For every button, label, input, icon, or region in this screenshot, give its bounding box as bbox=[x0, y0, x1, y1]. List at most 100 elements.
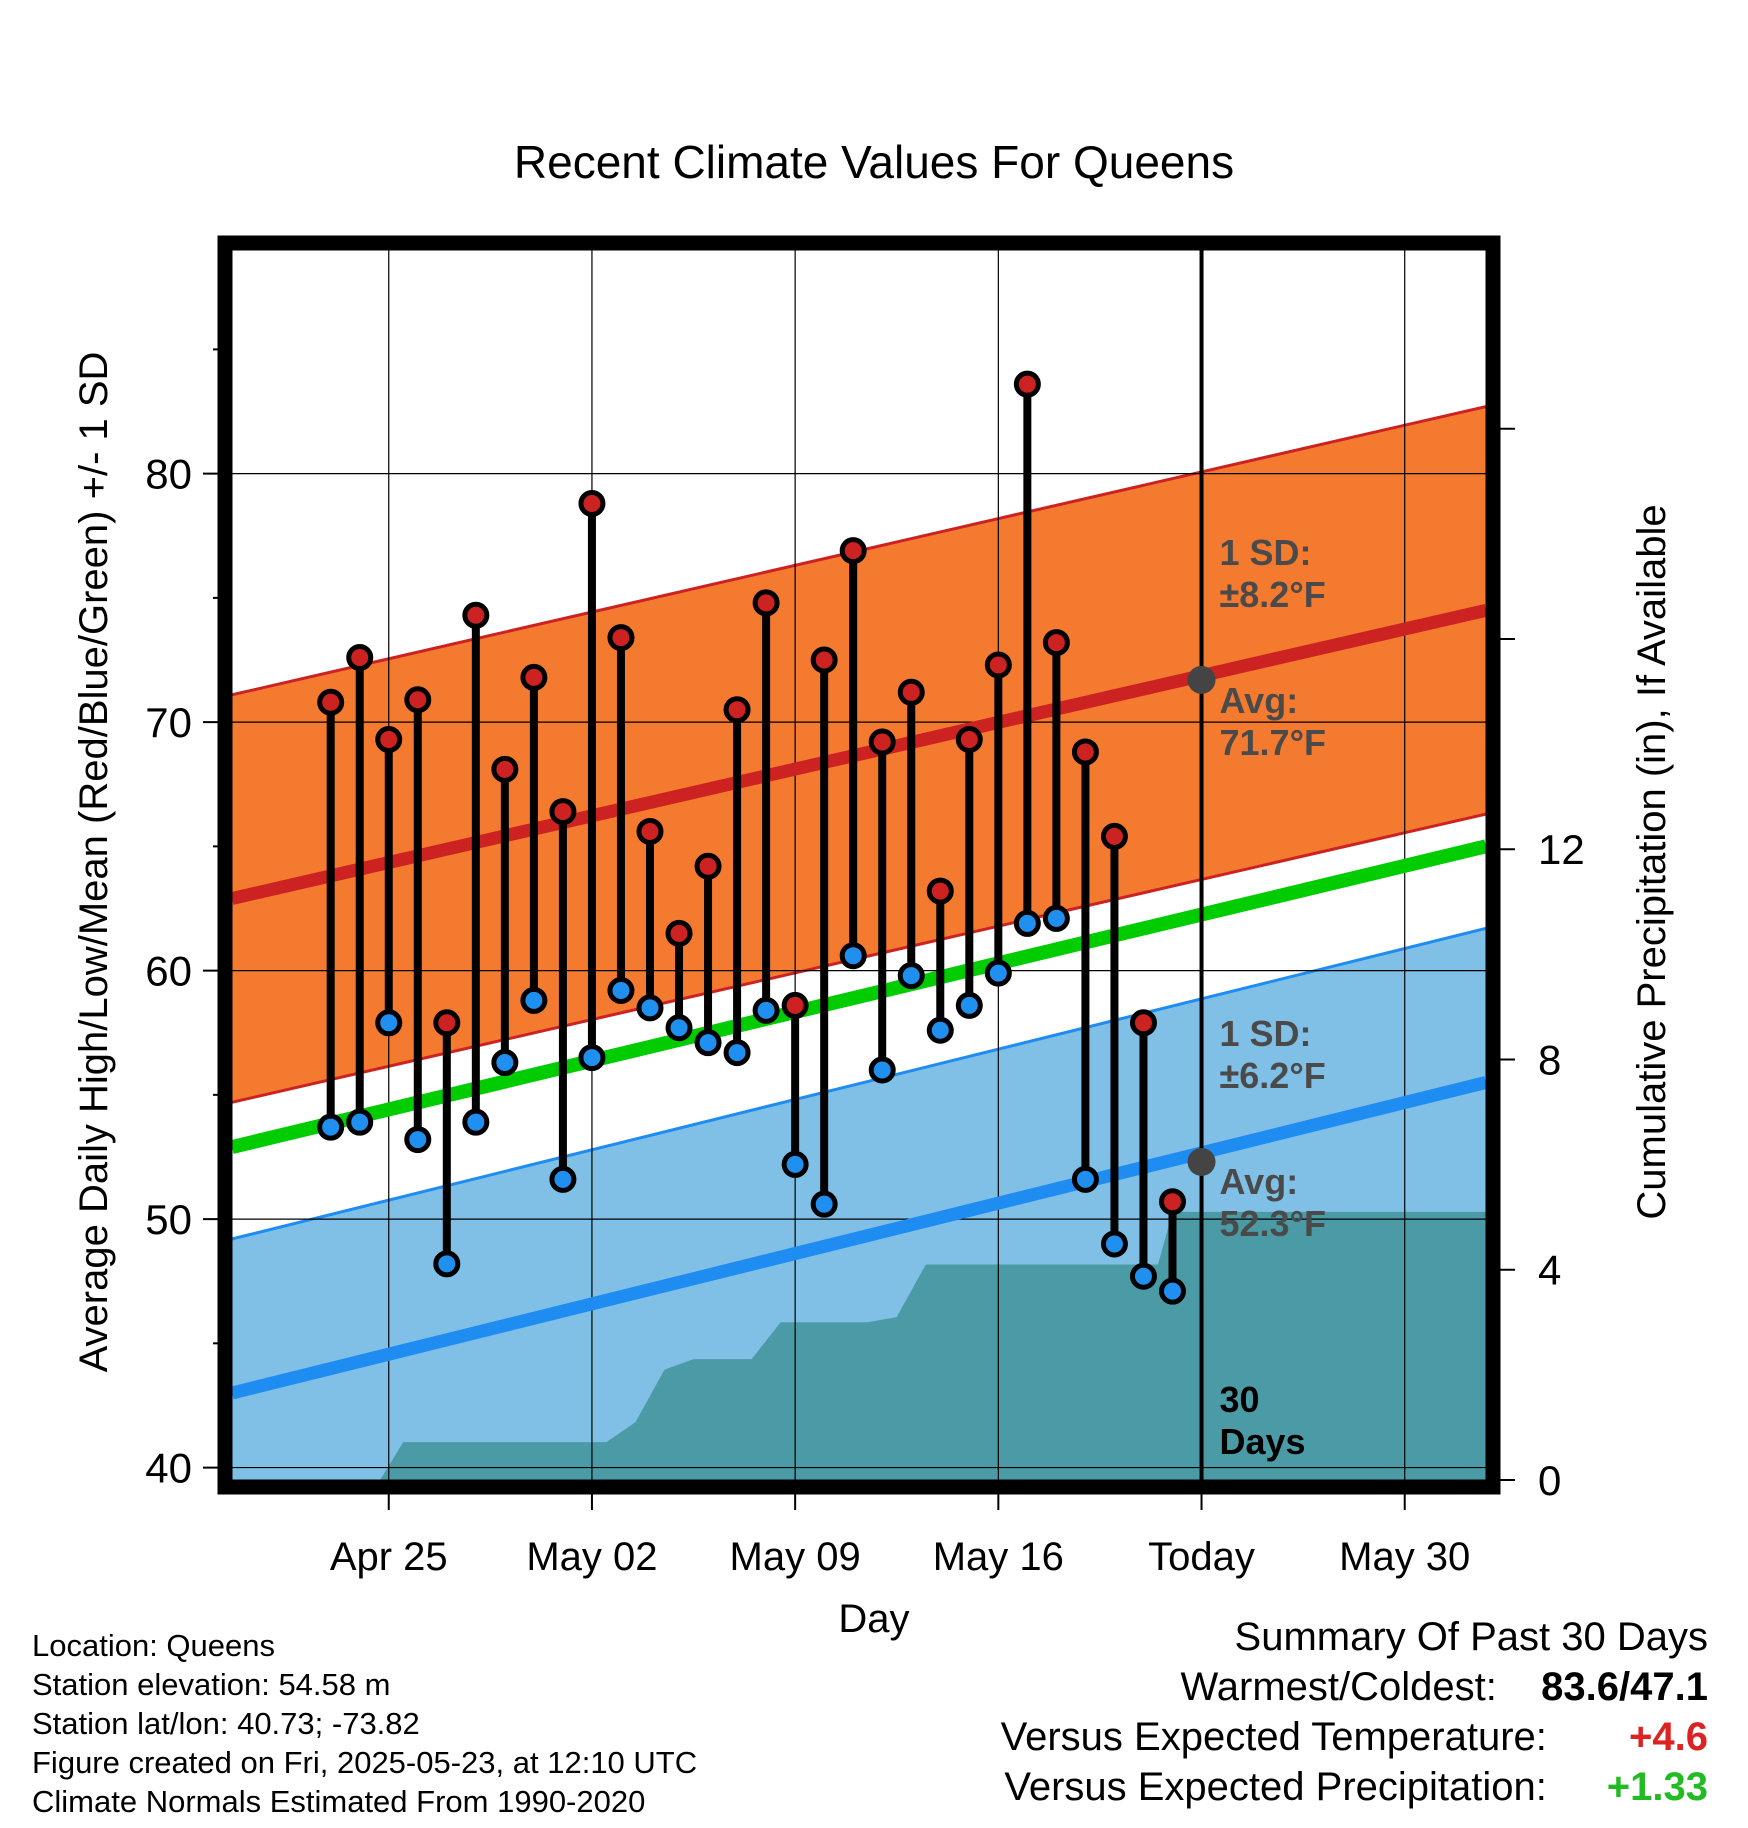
y-tick-label: 80 bbox=[145, 451, 192, 498]
daily-high-point bbox=[926, 877, 954, 905]
y2-tick-label: 12 bbox=[1538, 826, 1585, 873]
latlon-text: Station lat/lon: 40.73; -73.82 bbox=[32, 1706, 420, 1741]
daily-high-point bbox=[1100, 822, 1128, 850]
warm-cold-row: Warmest/Coldest: 83.6/47.1 bbox=[1001, 1662, 1709, 1712]
daily-high-point bbox=[1159, 1188, 1186, 1216]
daily-high-point bbox=[723, 696, 751, 724]
daily-high-point bbox=[636, 817, 664, 845]
low-avg-annotation: Avg: bbox=[1220, 1161, 1299, 1202]
daily-high-point bbox=[984, 651, 1012, 679]
warm-cold-label: Warmest/Coldest: bbox=[1180, 1665, 1497, 1709]
daily-low-point bbox=[955, 991, 983, 1019]
daily-low-point bbox=[549, 1165, 577, 1193]
daily-high-point bbox=[578, 489, 606, 517]
x-tick-label: Today bbox=[1148, 1535, 1255, 1579]
temp-anomaly-label: Versus Expected Temperature: bbox=[1000, 1715, 1547, 1759]
daily-low-point bbox=[607, 976, 635, 1004]
daily-high-point bbox=[433, 1009, 461, 1037]
daily-high-point bbox=[810, 646, 838, 674]
daily-high-point bbox=[839, 537, 867, 565]
daily-high-point bbox=[462, 601, 490, 629]
daily-low-point bbox=[810, 1190, 838, 1218]
daily-low-point bbox=[1042, 904, 1070, 932]
temp-anomaly-value: +4.6 bbox=[1629, 1715, 1708, 1759]
daily-high-point bbox=[549, 798, 577, 826]
daily-low-point bbox=[520, 986, 548, 1014]
daily-low-point bbox=[404, 1126, 432, 1154]
daily-low-point bbox=[346, 1108, 374, 1136]
created-text: Figure created on Fri, 2025-05-23, at 12… bbox=[32, 1745, 698, 1780]
daily-low-point bbox=[665, 1014, 693, 1042]
normal-mean-line bbox=[232, 839, 1486, 1154]
y2-tick-label: 8 bbox=[1538, 1036, 1561, 1083]
daily-high-point bbox=[1042, 629, 1070, 657]
y2-axis-label: Cumulative Precipitation (in), If Availa… bbox=[1630, 504, 1674, 1219]
daily-high-point bbox=[375, 726, 403, 754]
low-sd-upper-edge bbox=[232, 926, 1486, 1241]
daily-high-point bbox=[781, 991, 809, 1019]
daily-low-point bbox=[578, 1044, 606, 1072]
daily-high-point bbox=[404, 686, 432, 714]
daily-low-point bbox=[984, 959, 1012, 987]
x-tick-label: May 30 bbox=[1339, 1535, 1470, 1579]
x-tick-label: May 16 bbox=[933, 1535, 1064, 1579]
daily-low-point bbox=[1071, 1165, 1099, 1193]
daily-low-point bbox=[1159, 1277, 1186, 1305]
daily-low-point bbox=[1129, 1262, 1157, 1290]
x-axis-label: Day bbox=[838, 1597, 909, 1641]
chart-title: Recent Climate Values For Queens bbox=[514, 136, 1234, 188]
low-sd-annotation: ±6.2°F bbox=[1220, 1055, 1326, 1096]
elevation-text: Station elevation: 54.58 m bbox=[32, 1667, 391, 1702]
daily-high-point bbox=[955, 726, 983, 754]
x-tick-label: May 02 bbox=[526, 1535, 657, 1579]
daily-high-point bbox=[752, 589, 780, 617]
summary-heading: Summary Of Past 30 Days bbox=[1234, 1615, 1708, 1659]
x-tick-label: Apr 25 bbox=[330, 1535, 448, 1579]
daily-low-point bbox=[491, 1049, 519, 1077]
daily-low-point bbox=[723, 1039, 751, 1067]
daily-low-point bbox=[926, 1016, 954, 1044]
y-tick-label: 60 bbox=[145, 948, 192, 995]
normal-high-line bbox=[232, 603, 1486, 905]
daily-low-point bbox=[462, 1108, 490, 1136]
precip-anomaly-row: Versus Expected Precipitation: +1.33 bbox=[1001, 1762, 1708, 1812]
daily-high-point bbox=[694, 852, 722, 880]
y-tick-label: 70 bbox=[145, 699, 192, 746]
high-sd-annotation: 1 SD: bbox=[1220, 532, 1312, 573]
y-axis-label: Average Daily High/Low/Mean (Red/Blue/Gr… bbox=[72, 352, 116, 1373]
daily-low-point bbox=[897, 962, 925, 990]
daily-low-point bbox=[839, 942, 867, 970]
y2-tick-label: 4 bbox=[1538, 1247, 1561, 1294]
daily-high-point bbox=[520, 663, 548, 691]
daily-low-point bbox=[375, 1009, 403, 1037]
daily-low-point bbox=[694, 1029, 722, 1057]
daily-high-point bbox=[607, 624, 635, 652]
daily-high-point bbox=[1071, 738, 1099, 766]
daily-low-point bbox=[1013, 909, 1041, 937]
precip-anomaly-value: +1.33 bbox=[1606, 1765, 1708, 1809]
normal-low-line bbox=[232, 1076, 1486, 1400]
low-avg-annotation: 52.3°F bbox=[1220, 1203, 1326, 1244]
days-annotation: Days bbox=[1220, 1421, 1306, 1462]
daily-high-point bbox=[665, 919, 693, 947]
warm-cold-value: 83.6/47.1 bbox=[1541, 1665, 1708, 1709]
daily-low-point bbox=[317, 1113, 345, 1141]
temp-anomaly-row: Versus Expected Temperature: +4.6 bbox=[1001, 1712, 1708, 1762]
x-tick-label: May 09 bbox=[730, 1535, 861, 1579]
high-avg-annotation: 71.7°F bbox=[1220, 722, 1326, 763]
daily-low-point bbox=[781, 1150, 809, 1178]
today-high-avg-marker bbox=[1187, 665, 1216, 694]
low-sd-annotation: 1 SD: bbox=[1220, 1013, 1312, 1054]
daily-low-point bbox=[752, 996, 780, 1024]
low-sd-band bbox=[232, 928, 1486, 1480]
daily-high-point bbox=[317, 688, 345, 716]
daily-low-point bbox=[433, 1250, 461, 1278]
station-info: Location: Queens Station elevation: 54.5… bbox=[32, 1626, 697, 1821]
daily-high-point bbox=[346, 644, 374, 672]
today-low-avg-marker bbox=[1187, 1147, 1216, 1176]
summary-panel: Summary Of Past 30 Days Warmest/Coldest:… bbox=[1001, 1612, 1708, 1812]
daily-high-point bbox=[491, 755, 519, 783]
days-annotation: 30 bbox=[1220, 1379, 1260, 1420]
